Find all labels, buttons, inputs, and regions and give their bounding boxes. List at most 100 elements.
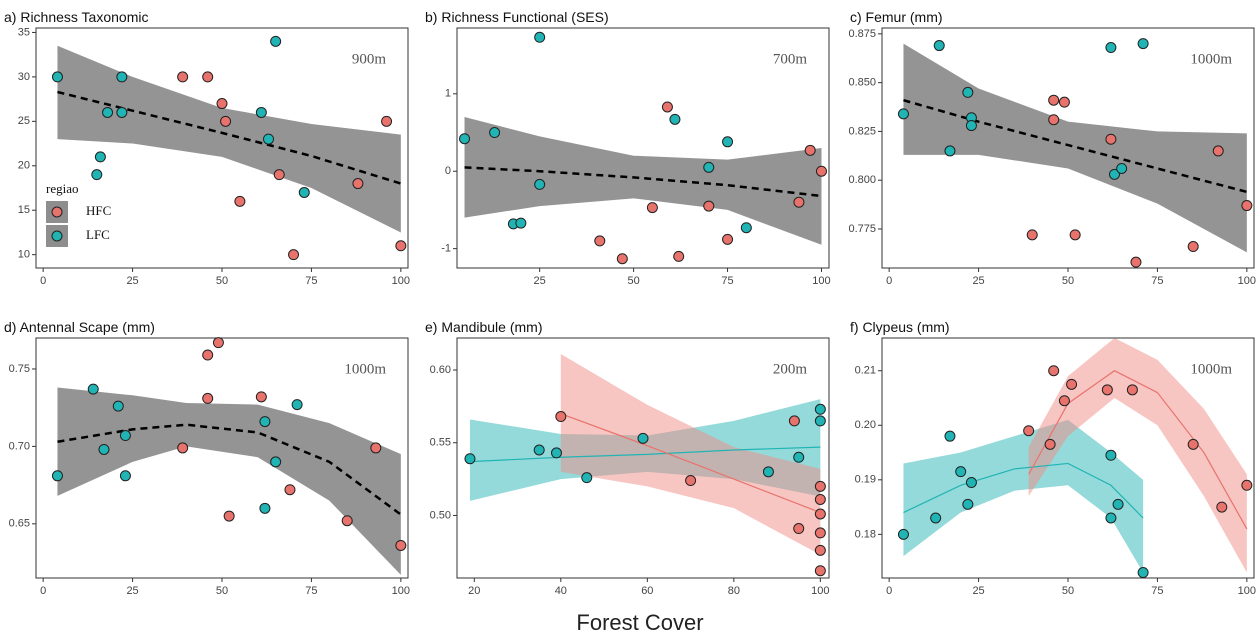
point <box>804 144 816 156</box>
point <box>1126 384 1138 396</box>
x-tick-label: 40 <box>555 585 567 597</box>
point <box>51 71 63 83</box>
point <box>793 196 805 208</box>
point <box>91 169 103 181</box>
point <box>581 472 593 484</box>
annotation: 1000m <box>1190 361 1232 377</box>
point <box>259 502 271 514</box>
point <box>1241 479 1253 491</box>
y-tick-label: 0.825 <box>848 125 876 137</box>
point <box>489 127 501 139</box>
panel-title: f) Clypeus (mm) <box>850 319 950 335</box>
point <box>793 451 805 463</box>
point <box>616 253 628 265</box>
fit-line <box>57 423 402 516</box>
point <box>298 186 310 198</box>
fit-line <box>464 166 822 198</box>
panel: b) Richness Functional (SES) -1 0 1 25 50 75 10… <box>425 9 831 287</box>
y-tick-label: 0.20 <box>855 419 876 431</box>
point <box>534 31 546 43</box>
point <box>1058 395 1070 407</box>
point <box>814 480 826 492</box>
point <box>661 101 673 113</box>
panel-title: c) Femur (mm) <box>850 9 943 25</box>
point <box>1105 42 1117 54</box>
point <box>255 391 267 403</box>
annotation: 1000m <box>344 361 386 377</box>
point <box>112 400 124 412</box>
fit-line <box>903 98 1248 194</box>
confidence-band <box>464 117 822 245</box>
point <box>1105 133 1117 145</box>
x-tick-label: 100 <box>392 585 410 597</box>
point <box>234 195 246 207</box>
point <box>464 453 476 465</box>
point <box>962 86 974 98</box>
confidence-band <box>57 45 401 233</box>
annotation: 200m <box>773 361 808 377</box>
point <box>395 539 407 551</box>
point <box>1048 365 1060 377</box>
point <box>119 430 131 442</box>
point <box>1069 229 1081 241</box>
panel-title: e) Mandibule (mm) <box>425 319 542 335</box>
point <box>815 165 827 177</box>
point <box>1212 145 1224 157</box>
point <box>341 515 353 527</box>
point <box>459 133 471 145</box>
x-tick-label: 25 <box>126 585 138 597</box>
x-tick-label: 25 <box>972 275 984 287</box>
x-tick-label: 75 <box>1151 585 1163 597</box>
y-tick-label: 0.65 <box>9 518 30 530</box>
y-tick-label: 1 <box>445 88 451 100</box>
y-tick-label: 0.50 <box>430 509 451 521</box>
point <box>381 115 393 127</box>
point <box>1187 241 1199 253</box>
y-tick-label: 10 <box>18 249 30 261</box>
point <box>1023 425 1035 437</box>
confidence-band <box>57 387 401 575</box>
point <box>930 512 942 524</box>
point <box>1216 501 1228 513</box>
fit-line <box>57 90 402 185</box>
point <box>1066 378 1078 390</box>
y-tick-label: 0.60 <box>430 364 451 376</box>
legend-marker <box>51 230 63 242</box>
point <box>594 235 606 247</box>
panel: a) Richness Taxonomic 10 15 20 25 30 35 0 25 50 75… <box>4 9 410 287</box>
point <box>534 178 546 190</box>
point <box>762 466 774 478</box>
confidence-band <box>1028 338 1247 573</box>
point <box>814 565 826 577</box>
y-tick-label: 0.70 <box>9 440 30 452</box>
point <box>944 145 956 157</box>
y-tick-label: 30 <box>18 71 30 83</box>
x-tick-label: 50 <box>627 275 639 287</box>
x-tick-label: 75 <box>1151 275 1163 287</box>
point <box>1026 229 1038 241</box>
x-tick-label: 20 <box>468 585 480 597</box>
y-tick-label: 15 <box>18 204 30 216</box>
fit-line <box>469 446 821 463</box>
panel-title: a) Richness Taxonomic <box>4 9 148 25</box>
y-tick-label: 35 <box>18 26 30 38</box>
x-tick-label: 25 <box>972 585 984 597</box>
point <box>814 403 826 415</box>
point <box>98 443 110 455</box>
x-tick-label: 0 <box>886 585 892 597</box>
point <box>202 349 214 361</box>
point <box>1137 567 1149 579</box>
fit-line <box>560 413 821 514</box>
x-tick-label: 75 <box>305 275 317 287</box>
point <box>116 71 128 83</box>
point <box>216 98 228 110</box>
point <box>515 217 527 229</box>
point <box>1116 162 1128 174</box>
panel: e) Mandibule (mm) 0.50 0.55 0.60 20 40 60 80 100… <box>425 319 830 597</box>
point <box>637 432 649 444</box>
legend-label: HFC <box>86 203 111 218</box>
x-tick-label: 0 <box>40 585 46 597</box>
point <box>965 120 977 132</box>
point <box>370 442 382 454</box>
